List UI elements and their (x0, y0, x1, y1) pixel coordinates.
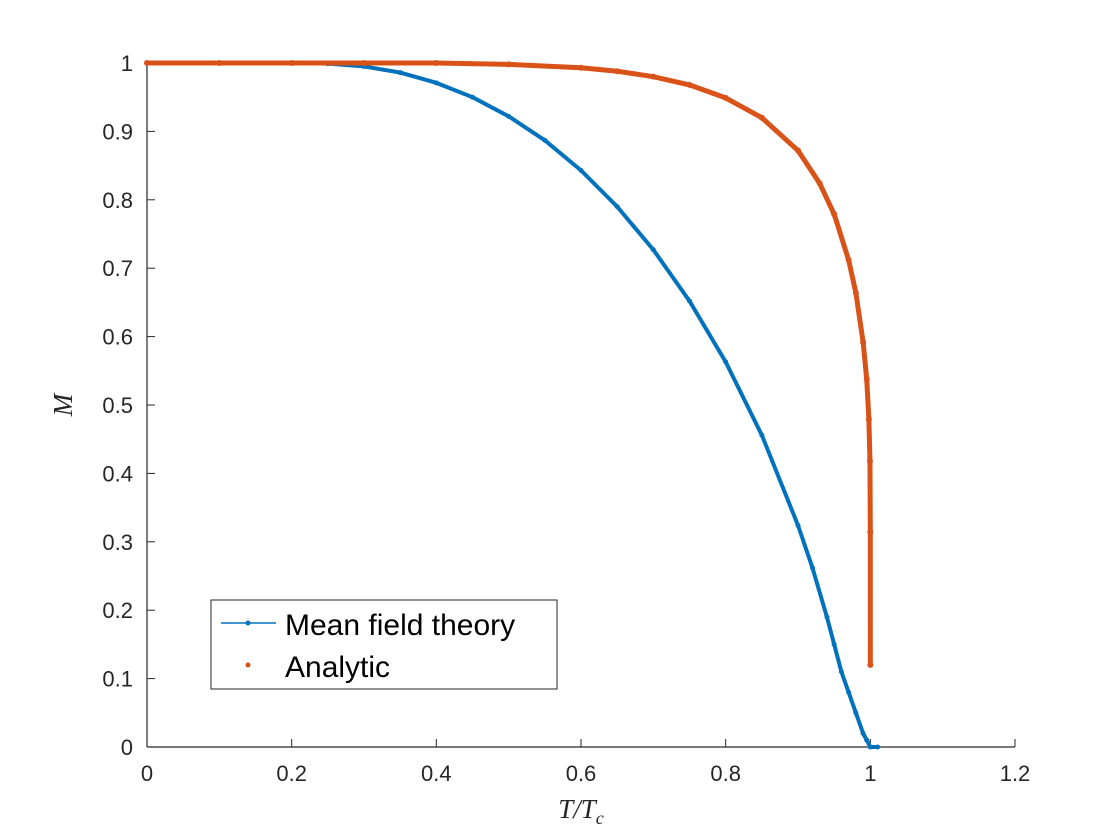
x-tick-label: 0.6 (566, 761, 597, 786)
data-point-mean-field (846, 689, 852, 695)
legend-label-mean-field: Mean field theory (285, 609, 515, 642)
y-tick-label: 0.9 (102, 119, 133, 144)
y-tick-label: 0.3 (102, 530, 133, 555)
data-point-analytic (758, 114, 765, 121)
y-tick-label: 0.2 (102, 598, 133, 623)
data-point-analytic (860, 339, 867, 346)
legend-marker-analytic (245, 662, 251, 668)
data-point-analytic (650, 73, 657, 80)
data-point-mean-field (542, 137, 548, 143)
legend-marker-mean-field (245, 620, 251, 626)
x-axis-label: T/Tc (558, 794, 604, 828)
data-point-analytic (831, 211, 838, 218)
data-point-mean-field (687, 298, 692, 304)
x-tick-label: 0.2 (276, 761, 307, 786)
y-axis-label: M (48, 392, 78, 417)
x-ticks: 0 0.2 0.4 0.6 0.8 1 1.2 (141, 739, 1030, 786)
data-point-analytic (216, 60, 223, 66)
series-layer (144, 60, 881, 750)
data-point-analytic (816, 180, 823, 187)
data-point-analytic (433, 60, 440, 66)
x-tick-label: 1 (864, 761, 876, 786)
y-tick-label: 0.1 (102, 667, 133, 692)
series-curve-analytic (144, 60, 873, 668)
data-point-mean-field (853, 710, 859, 716)
x-tick-label: 0 (141, 761, 153, 786)
data-point-analytic (361, 60, 367, 66)
data-point-mean-field (470, 94, 475, 100)
data-point-mean-field (397, 70, 403, 76)
data-point-mean-field (578, 167, 584, 173)
data-point-mean-field (723, 359, 729, 365)
data-point-analytic (845, 256, 852, 263)
y-ticks: 0 0.1 0.2 0.3 0.4 0.5 0.6 0.7 0.8 0.9 1 (102, 51, 155, 760)
data-point-analytic (867, 529, 874, 536)
data-point-analytic (866, 458, 873, 465)
y-tick-label: 1 (121, 51, 133, 76)
legend-label-analytic: Analytic (285, 651, 390, 684)
data-point-analytic (578, 64, 584, 71)
data-point-mean-field (795, 522, 801, 528)
data-point-analytic (863, 376, 870, 383)
data-point-mean-field (867, 744, 873, 750)
data-point-analytic (505, 61, 512, 68)
data-point-mean-field (433, 80, 439, 86)
y-tick-label: 0.6 (102, 325, 133, 350)
data-point-analytic (686, 81, 693, 88)
y-tick-label: 0.8 (102, 188, 133, 213)
data-point-analytic (852, 289, 859, 296)
legend: Mean field theory Analytic (210, 599, 558, 690)
data-point-mean-field (831, 641, 837, 647)
legend-box (210, 599, 558, 690)
data-point-mean-field (824, 614, 830, 620)
data-point-mean-field (864, 737, 870, 743)
data-point-analytic (144, 60, 150, 66)
data-point-analytic (865, 416, 872, 423)
data-point-mean-field (759, 432, 765, 438)
data-point-analytic (288, 60, 295, 66)
data-point-analytic (614, 68, 621, 75)
y-tick-label: 0.4 (102, 461, 133, 486)
data-point-mean-field (506, 113, 512, 119)
data-point-analytic (867, 661, 874, 668)
y-tick-label: 0.7 (102, 256, 133, 281)
x-tick-label: 0.4 (421, 761, 452, 786)
y-tick-label: 0.5 (102, 393, 133, 418)
y-tick-label: 0 (121, 735, 133, 760)
data-point-mean-field (809, 565, 815, 571)
x-tick-label: 0.8 (710, 761, 741, 786)
data-point-mean-field (875, 744, 881, 750)
x-tick-label: 1.2 (1000, 761, 1031, 786)
data-point-mean-field (860, 730, 866, 736)
data-point-analytic (795, 147, 801, 154)
data-point-mean-field (650, 247, 656, 253)
data-point-analytic (722, 94, 729, 101)
data-point-mean-field (614, 204, 620, 210)
data-point-mean-field (838, 669, 844, 675)
